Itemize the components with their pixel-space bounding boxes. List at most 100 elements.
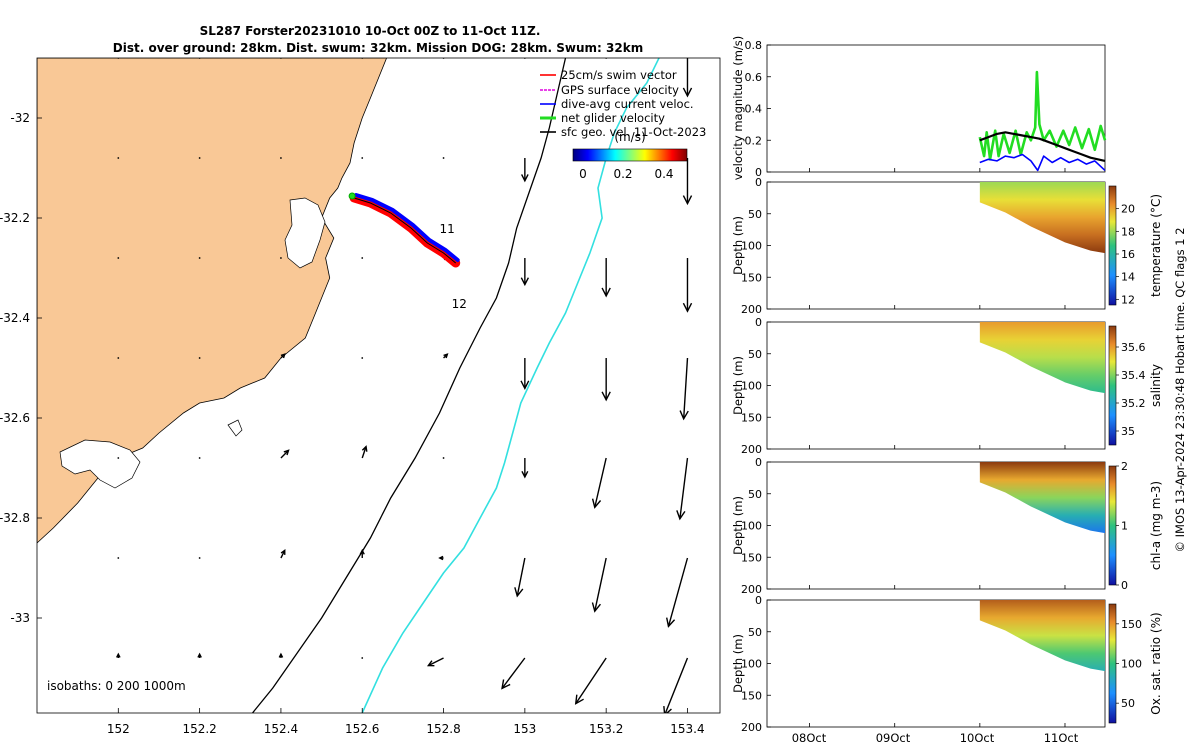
velocity-vector bbox=[117, 157, 120, 159]
section-panel: 0 50 100 150 200 Depth (m) 12 14 16 18 20 temperatu… bbox=[731, 176, 1163, 316]
velocity-vector bbox=[280, 549, 286, 559]
section-colorbar bbox=[1108, 465, 1117, 586]
section-y-tick-label: 100 bbox=[741, 380, 762, 393]
velocity-vector bbox=[198, 457, 201, 459]
velocity-y-tick-label: 0.2 bbox=[745, 134, 763, 147]
map-y-axis: -32 -32.2 -32.4 -32.6 -32.8 -33 bbox=[0, 111, 42, 625]
legend-current: dive-avg current veloc. bbox=[561, 97, 694, 111]
speed-colorbar: (m/s) 0 0.2 0.4 bbox=[572, 130, 688, 181]
velocity-vector bbox=[361, 257, 364, 259]
time-tick-09Oct: 09Oct bbox=[876, 731, 911, 745]
velocity-series-line bbox=[979, 153, 1106, 172]
section-colorbar bbox=[1108, 325, 1117, 446]
colorbar-tick-label: 35.2 bbox=[1121, 397, 1146, 410]
velocity-vector bbox=[676, 457, 689, 521]
section-y-tick-label: 50 bbox=[748, 488, 762, 501]
section-data-region bbox=[979, 462, 1105, 534]
velocity-vector bbox=[117, 257, 120, 259]
section-y-tick-label: 0 bbox=[755, 316, 762, 329]
map-legend: 25cm/s swim vector GPS surface velocity … bbox=[540, 68, 706, 139]
section-y-tick-label: 200 bbox=[741, 583, 762, 596]
colorbar-tick-label: 35.4 bbox=[1121, 369, 1146, 382]
section-y-tick-label: 0 bbox=[755, 594, 762, 607]
velocity-vector bbox=[591, 457, 607, 509]
credit-text: © IMOS 13-Apr-2024 23:30:48 Hobart time.… bbox=[1173, 227, 1187, 552]
velocity-frame bbox=[766, 44, 1106, 173]
section-data-region bbox=[979, 182, 1105, 254]
velocity-vector bbox=[682, 58, 693, 98]
section-y-tick-label: 50 bbox=[748, 626, 762, 639]
map-x-tick-label: 152 bbox=[107, 722, 130, 736]
start-marker bbox=[348, 192, 356, 200]
velocity-vector bbox=[361, 157, 364, 159]
land-area bbox=[37, 58, 388, 544]
velocity-vector bbox=[682, 158, 693, 206]
time-tick-10Oct: 10Oct bbox=[960, 731, 995, 745]
estuary-upper bbox=[284, 197, 326, 269]
velocity-vector bbox=[601, 258, 611, 298]
velocity-vector bbox=[521, 458, 529, 479]
velocity-vector bbox=[443, 353, 449, 359]
colorbar-tick-label: 100 bbox=[1121, 658, 1142, 671]
velocity-y-tick-label: 0.4 bbox=[745, 103, 763, 116]
estuary-lower bbox=[59, 439, 141, 489]
velocity-vector bbox=[501, 657, 526, 690]
glider-path bbox=[353, 197, 457, 264]
velocity-vector bbox=[442, 457, 445, 459]
velocity-vector bbox=[280, 257, 282, 259]
velocity-series bbox=[978, 70, 1107, 172]
velocity-vector bbox=[520, 358, 530, 390]
section-colorbar-label: Ox. sat. ratio (%) bbox=[1149, 612, 1163, 714]
velocity-vector bbox=[426, 657, 444, 667]
isobath-200m bbox=[251, 58, 567, 713]
colorbar-tick-label: 1 bbox=[1121, 520, 1128, 533]
velocity-vector bbox=[438, 555, 444, 561]
legend-net: net glider velocity bbox=[561, 111, 665, 125]
velocity-vector bbox=[198, 357, 201, 359]
velocity-vector bbox=[601, 358, 611, 402]
time-tick-08Oct: 08Oct bbox=[792, 731, 827, 745]
estuary-islands bbox=[59, 197, 326, 489]
figure-title-line1: SL287 Forster20231010 10-Oct 00Z to 11-O… bbox=[200, 24, 541, 38]
section-panel: 0 50 100 150 200 Depth (m) 0 1 2 chl-a (mg m-3) bbox=[731, 456, 1163, 596]
map-x-tick-label: 153.2 bbox=[589, 722, 623, 736]
velocity-y-tick-label: 0.8 bbox=[745, 39, 763, 52]
colorbar-tick-label: 35.6 bbox=[1121, 341, 1146, 354]
colorbar-tick-label: 20 bbox=[1121, 203, 1135, 216]
colorbar-tick-label: 14 bbox=[1121, 271, 1135, 284]
velocity-vector bbox=[280, 157, 282, 159]
section-y-tick-label: 150 bbox=[741, 551, 762, 564]
legend-sfc: sfc geo. vel. 11-Oct-2023 bbox=[561, 125, 706, 139]
section-y-tick-label: 50 bbox=[748, 348, 762, 361]
velocity-vector bbox=[198, 257, 201, 259]
glider-trajectory bbox=[348, 192, 461, 268]
velocity-vector bbox=[116, 652, 121, 658]
section-y-tick-label: 100 bbox=[741, 520, 762, 533]
speed-colorbar-gradient bbox=[572, 148, 688, 162]
section-y-tick-label: 0 bbox=[755, 176, 762, 189]
velocity-vector bbox=[359, 548, 365, 558]
speed-colorbar-label: (m/s) bbox=[614, 130, 645, 144]
velocity-vector bbox=[117, 457, 120, 459]
estuary-inlet bbox=[227, 419, 243, 437]
section-y-tick-label: 200 bbox=[741, 721, 762, 734]
velocity-ylabel: velocity magnitude (m/s) bbox=[731, 36, 745, 181]
time-tick-11Oct: 11Oct bbox=[1044, 731, 1079, 745]
velocity-vector bbox=[117, 557, 120, 559]
velocity-vector bbox=[280, 449, 290, 459]
colorbar-tick-label: 18 bbox=[1121, 225, 1135, 238]
velocity-vector bbox=[280, 353, 286, 359]
time-label: 12 bbox=[452, 297, 467, 311]
time-axis: 08Oct 09Oct 10Oct 11Oct bbox=[792, 731, 1079, 745]
map-x-tick-label: 152.2 bbox=[182, 722, 216, 736]
velocity-vector bbox=[442, 157, 445, 159]
section-panel: 0 50 100 150 200 Depth (m) 35 35.2 35.4 35.6salin… bbox=[731, 316, 1163, 456]
legend-gps: GPS surface velocity bbox=[561, 83, 679, 97]
section-ylabel: Depth (m) bbox=[731, 634, 745, 693]
velocity-vector bbox=[117, 357, 120, 359]
velocity-vector bbox=[574, 657, 607, 705]
velocity-vector bbox=[679, 357, 689, 421]
section-ylabel: Depth (m) bbox=[731, 216, 745, 275]
